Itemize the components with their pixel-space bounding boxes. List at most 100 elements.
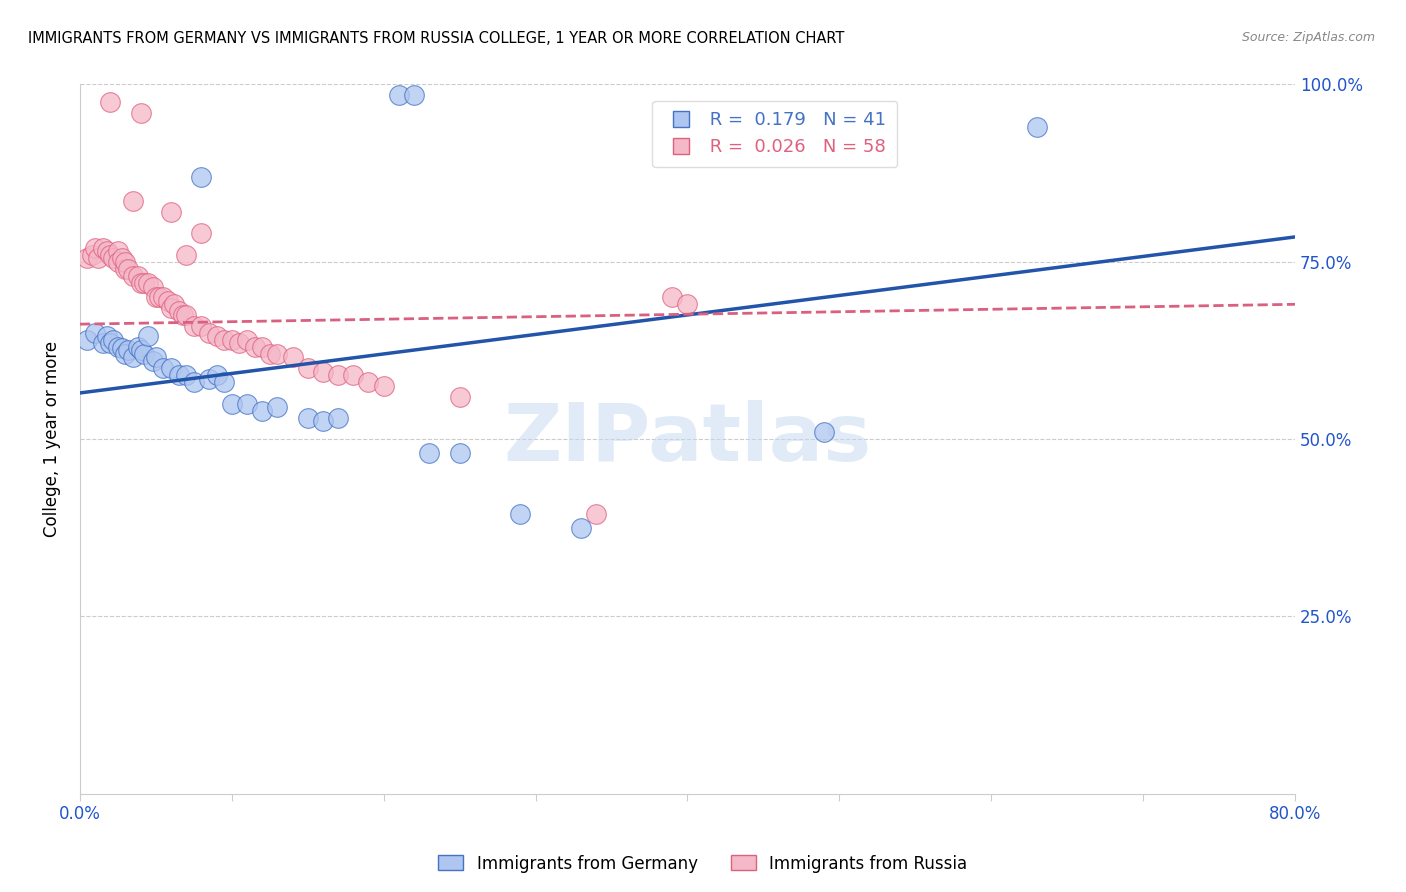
Point xyxy=(142,279,165,293)
Point xyxy=(98,247,121,261)
Point xyxy=(259,347,281,361)
Point xyxy=(114,261,136,276)
Point xyxy=(569,521,592,535)
Point xyxy=(205,368,228,383)
Point xyxy=(98,336,121,351)
Point xyxy=(221,396,243,410)
Point xyxy=(80,247,103,261)
Point xyxy=(76,333,98,347)
Point xyxy=(676,297,699,311)
Point xyxy=(84,241,107,255)
Point xyxy=(198,372,221,386)
Point xyxy=(91,336,114,351)
Point xyxy=(312,365,335,379)
Point xyxy=(190,318,212,333)
Point xyxy=(661,290,683,304)
Point xyxy=(212,376,235,390)
Point xyxy=(190,169,212,184)
Point xyxy=(129,105,152,120)
Point xyxy=(373,379,395,393)
Point xyxy=(172,308,194,322)
Point xyxy=(183,376,205,390)
Point xyxy=(326,410,349,425)
Point xyxy=(111,251,134,265)
Point xyxy=(148,290,170,304)
Point xyxy=(236,333,259,347)
Point xyxy=(127,268,149,283)
Point xyxy=(160,301,183,315)
Legend:  R =  0.179   N = 41,  R =  0.026   N = 58: R = 0.179 N = 41, R = 0.026 N = 58 xyxy=(652,101,897,168)
Y-axis label: College, 1 year or more: College, 1 year or more xyxy=(44,341,60,537)
Point xyxy=(87,251,110,265)
Point xyxy=(145,290,167,304)
Point xyxy=(103,251,125,265)
Point xyxy=(167,304,190,318)
Point xyxy=(142,354,165,368)
Point xyxy=(167,368,190,383)
Point xyxy=(585,507,607,521)
Point xyxy=(91,241,114,255)
Point xyxy=(1025,120,1047,134)
Point xyxy=(136,276,159,290)
Point xyxy=(122,194,145,209)
Point xyxy=(205,329,228,343)
Point xyxy=(228,336,250,351)
Point xyxy=(111,341,134,355)
Point xyxy=(160,205,183,219)
Point xyxy=(152,290,174,304)
Point xyxy=(266,347,288,361)
Point xyxy=(145,351,167,365)
Point xyxy=(174,247,197,261)
Point xyxy=(174,368,197,383)
Point xyxy=(250,340,273,354)
Point xyxy=(236,396,259,410)
Point xyxy=(342,368,364,383)
Legend: Immigrants from Germany, Immigrants from Russia: Immigrants from Germany, Immigrants from… xyxy=(432,848,974,880)
Point xyxy=(281,351,304,365)
Point xyxy=(84,326,107,340)
Point xyxy=(402,88,425,103)
Point xyxy=(132,347,155,361)
Point xyxy=(132,276,155,290)
Point xyxy=(266,400,288,414)
Point xyxy=(117,343,139,358)
Point xyxy=(136,329,159,343)
Point xyxy=(243,340,266,354)
Point xyxy=(129,276,152,290)
Point xyxy=(449,390,471,404)
Point xyxy=(107,254,129,268)
Point xyxy=(107,340,129,354)
Point xyxy=(388,88,411,103)
Point xyxy=(357,376,380,390)
Point xyxy=(117,261,139,276)
Point xyxy=(312,414,335,428)
Point xyxy=(198,326,221,340)
Point xyxy=(297,410,319,425)
Point xyxy=(163,297,186,311)
Point xyxy=(250,403,273,417)
Point xyxy=(152,361,174,376)
Point xyxy=(326,368,349,383)
Point xyxy=(449,446,471,460)
Point xyxy=(96,329,118,343)
Point xyxy=(183,318,205,333)
Point xyxy=(174,308,197,322)
Point xyxy=(156,293,179,308)
Point xyxy=(114,347,136,361)
Point xyxy=(297,361,319,376)
Text: IMMIGRANTS FROM GERMANY VS IMMIGRANTS FROM RUSSIA COLLEGE, 1 YEAR OR MORE CORREL: IMMIGRANTS FROM GERMANY VS IMMIGRANTS FR… xyxy=(28,31,845,46)
Point xyxy=(129,343,152,358)
Point xyxy=(418,446,440,460)
Point xyxy=(221,333,243,347)
Text: ZIPatlas: ZIPatlas xyxy=(503,400,872,478)
Point xyxy=(127,340,149,354)
Point xyxy=(122,268,145,283)
Point xyxy=(98,95,121,110)
Point xyxy=(122,351,145,365)
Text: Source: ZipAtlas.com: Source: ZipAtlas.com xyxy=(1241,31,1375,45)
Point xyxy=(813,425,835,439)
Point xyxy=(76,251,98,265)
Point xyxy=(160,361,183,376)
Point xyxy=(212,333,235,347)
Point xyxy=(107,244,129,259)
